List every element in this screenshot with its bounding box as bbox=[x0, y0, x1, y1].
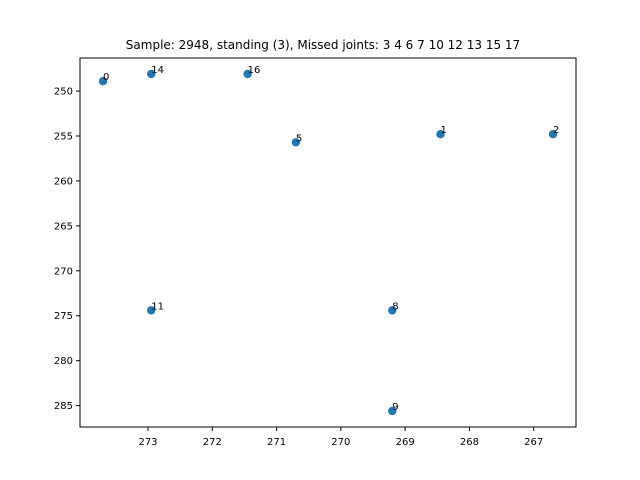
point-label: 14 bbox=[151, 65, 164, 76]
y-tick-label: 270 bbox=[54, 266, 73, 277]
point-label: 5 bbox=[296, 133, 302, 144]
y-tick-label: 265 bbox=[54, 221, 73, 232]
point-label: 8 bbox=[392, 301, 398, 312]
y-tick-label: 250 bbox=[54, 87, 73, 98]
y-tick-label: 285 bbox=[54, 401, 73, 412]
point-label: 0 bbox=[103, 72, 109, 83]
x-tick-label: 269 bbox=[396, 437, 415, 448]
scatter-point bbox=[291, 138, 301, 147]
x-tick-label: 272 bbox=[203, 437, 222, 448]
y-axis: 250 255 260 265 270 275 280 285 bbox=[54, 87, 80, 412]
chart-title: Sample: 2948, standing (3), Missed joint… bbox=[126, 38, 520, 52]
point-label: 2 bbox=[553, 125, 559, 136]
scatter-point bbox=[243, 69, 252, 79]
point-label: 16 bbox=[248, 65, 261, 76]
scatter-point bbox=[98, 76, 108, 86]
point-label: 1 bbox=[441, 125, 447, 136]
data-points: 0 14 16 5 1 2 11 8 9 bbox=[98, 65, 559, 416]
point-label: 11 bbox=[151, 301, 164, 312]
x-tick-label: 273 bbox=[138, 437, 157, 448]
scatter-point bbox=[548, 130, 558, 139]
x-tick-label: 268 bbox=[460, 437, 479, 448]
scatter-point bbox=[388, 306, 397, 315]
y-tick-label: 275 bbox=[54, 311, 73, 322]
x-tick-label: 270 bbox=[331, 437, 350, 448]
scatter-point bbox=[147, 69, 156, 79]
scatter-point bbox=[147, 306, 156, 315]
point-label: 9 bbox=[392, 402, 398, 413]
y-tick-label: 255 bbox=[54, 132, 73, 143]
y-tick-label: 260 bbox=[54, 176, 73, 187]
x-tick-label: 271 bbox=[267, 437, 286, 448]
y-tick-label: 280 bbox=[54, 356, 73, 367]
x-tick-label: 267 bbox=[524, 437, 543, 448]
scatter-point bbox=[388, 406, 397, 416]
x-axis: 273 272 271 270 269 268 267 bbox=[138, 427, 543, 448]
scatter-point bbox=[436, 130, 445, 139]
plot-area bbox=[79, 57, 577, 428]
